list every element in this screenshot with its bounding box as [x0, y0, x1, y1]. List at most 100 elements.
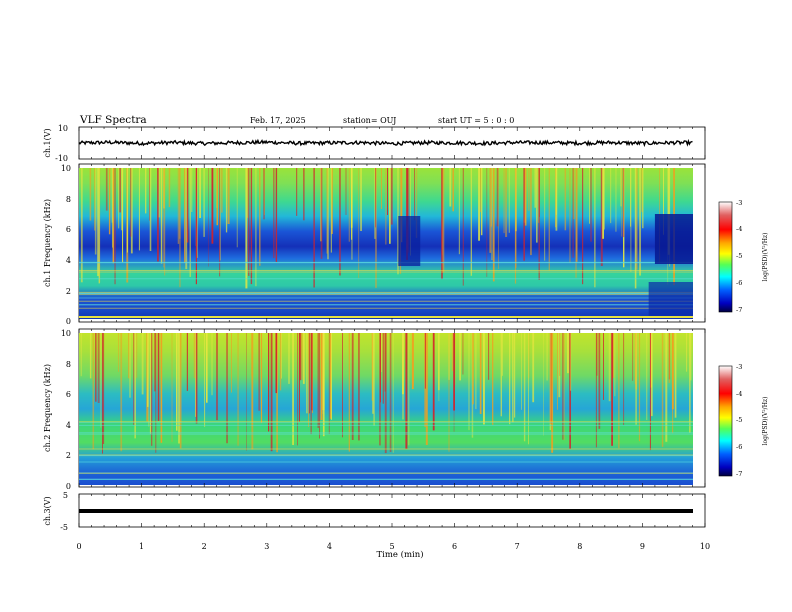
emission-streak [424, 333, 426, 389]
emission-streak [245, 168, 248, 289]
ch2-freq-tick-4: 4 [66, 421, 71, 430]
emission-streak [348, 333, 350, 452]
emission-streak [425, 333, 428, 445]
emission-streak [281, 333, 282, 379]
emission-streak [604, 168, 605, 230]
emission-streak [630, 168, 632, 272]
hum-line [79, 421, 693, 423]
emission-streak [621, 168, 623, 237]
ch2-spectrogram-panel: 10 8 6 4 2 0 ch.2 Frequency (kHz) [43, 328, 706, 491]
emission-streak [602, 168, 604, 239]
emission-streak [102, 333, 103, 454]
emission-streak [515, 168, 517, 268]
ch1-cbar-tick-m6: -6 [736, 279, 742, 287]
hum-line [79, 278, 693, 280]
emission-streak [184, 168, 186, 264]
x-tick-label-2: 2 [202, 542, 207, 551]
hum-line [79, 479, 693, 480]
emission-streak [496, 168, 499, 227]
emission-streak [339, 168, 341, 276]
ch1-waveform-panel: 10 -10 ch.1(V) [43, 124, 706, 163]
ch2-cbar-tick-m3: -3 [736, 363, 742, 371]
emission-streak [118, 333, 119, 372]
ch2-colorbar-label: log(PSD)(V²/Hz) [762, 397, 769, 446]
emission-streak [483, 333, 485, 425]
emission-streak [251, 333, 253, 428]
emission-streak [108, 168, 111, 235]
low-intensity-patch [398, 216, 421, 266]
emission-streak [208, 168, 209, 267]
hum-line [79, 432, 693, 434]
emission-streak [145, 168, 147, 214]
emission-streak [564, 168, 567, 231]
emission-streak [515, 168, 517, 232]
emission-streak [211, 333, 213, 396]
emission-streak [141, 333, 144, 395]
hum-line [79, 472, 693, 474]
emission-streak [296, 168, 298, 216]
ch1-colorbar: -3 -4 -5 -6 -7 log(PSD)(V²/Hz) [718, 199, 769, 314]
emission-streak [590, 168, 592, 242]
emission-streak [462, 333, 464, 375]
emission-streak [462, 168, 464, 286]
x-tick-label-3: 3 [264, 542, 269, 551]
emission-streak [402, 333, 404, 395]
emission-streak [121, 168, 123, 231]
emission-streak [546, 333, 548, 381]
emission-streak [478, 168, 480, 241]
emission-streak [387, 168, 388, 215]
emission-streak [80, 168, 83, 283]
emission-streak [226, 333, 228, 444]
emission-streak [573, 168, 575, 220]
ch1-cbar-tick-m4: -4 [736, 225, 742, 233]
emission-streak [524, 168, 527, 226]
emission-streak [292, 333, 294, 445]
emission-streak [129, 333, 131, 398]
emission-streak [689, 333, 692, 381]
emission-streak [319, 333, 320, 439]
emission-streak [195, 333, 198, 424]
emission-streak [405, 333, 408, 449]
emission-streak [532, 333, 535, 403]
emission-streak [402, 333, 404, 420]
hum-line [79, 424, 693, 426]
figure-title: VLF Spectra [79, 114, 147, 126]
emission-streak [615, 168, 617, 232]
emission-streak [112, 168, 113, 248]
emission-streak [534, 168, 536, 208]
emission-streak [458, 168, 460, 255]
emission-streak [126, 168, 128, 253]
emission-streak [674, 333, 677, 418]
emission-streak [600, 168, 603, 266]
ch1-waveform-trace [78, 138, 693, 148]
ch1-spectrogram-ylabel: ch.1 Frequency (kHz) [43, 199, 52, 287]
emission-streak [557, 333, 558, 410]
emission-streak [119, 168, 121, 213]
emission-streak [530, 168, 532, 256]
ch1-ytick-labels: 10 8 6 4 2 0 [61, 164, 71, 326]
emission-streak [689, 333, 691, 433]
emission-streak [638, 333, 641, 442]
emission-streak [216, 168, 218, 226]
emission-streak [275, 333, 277, 394]
emission-streak [303, 168, 305, 221]
emission-streak [313, 168, 315, 288]
emission-streak [373, 333, 375, 426]
ch2-freq-tick-10: 10 [61, 329, 71, 338]
emission-streak [523, 333, 526, 442]
emission-streak [380, 333, 382, 372]
emission-streak [459, 333, 461, 381]
emission-streak [632, 333, 634, 381]
emission-streak [610, 168, 612, 224]
ch2-spectrogram-emissions [79, 333, 693, 480]
emission-streak [195, 168, 197, 285]
emission-streak [596, 333, 598, 376]
ch1-spectrogram-emissions [79, 168, 693, 318]
ch3-ytick-top: 5 [63, 491, 68, 500]
emission-streak [612, 333, 614, 378]
ch3-waveform-panel: 5 -5 ch.3(V) [43, 491, 706, 532]
emission-streak [501, 333, 503, 376]
emission-streak [410, 168, 411, 256]
emission-streak [551, 333, 554, 453]
emission-streak [575, 168, 577, 278]
